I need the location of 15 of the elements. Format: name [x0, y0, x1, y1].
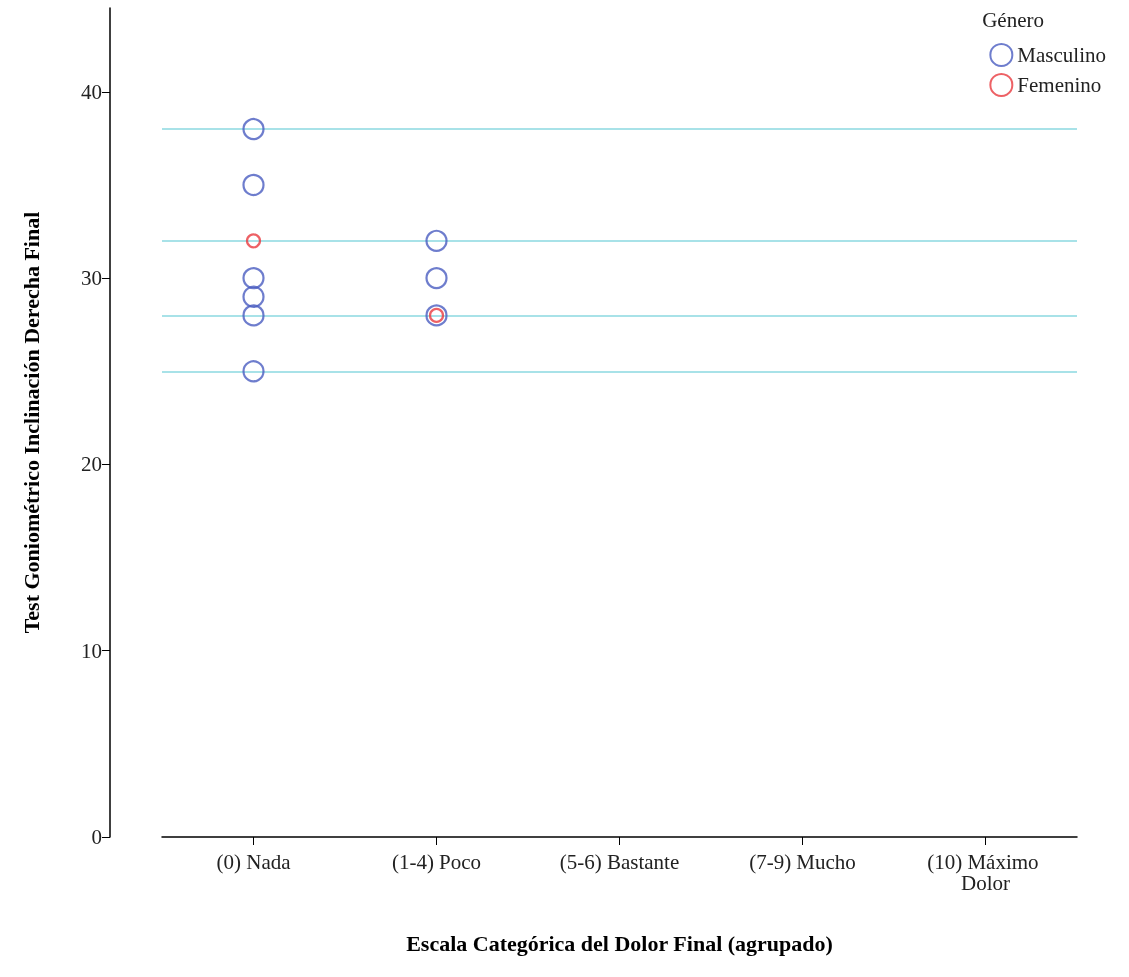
y-tick-label: 40	[81, 79, 102, 104]
y-tick-label: 30	[81, 266, 102, 291]
x-tick-label: (7-9) Mucho	[749, 849, 856, 874]
y-axis-title: Test Goniométrico Inclinación Derecha Final	[18, 211, 44, 634]
y-tick-label: 10	[81, 638, 102, 663]
x-tick-label: (0) Nada	[216, 849, 292, 874]
x-tick-label: (1-4) Poco	[391, 849, 482, 874]
legend-title: Género	[982, 7, 1045, 32]
legend-label: Femenino	[1017, 73, 1102, 97]
legend-label: Masculino	[1017, 43, 1106, 67]
x-tick-label: (10) Máximo Dolor	[927, 849, 1044, 895]
y-tick-label: 0	[91, 825, 102, 849]
x-axis-title: Escala Categórica del Dolor Final (agrupado)	[406, 930, 833, 956]
x-tick-label: (5-6) Bastante	[559, 849, 680, 874]
y-tick-label: 20	[81, 452, 102, 477]
